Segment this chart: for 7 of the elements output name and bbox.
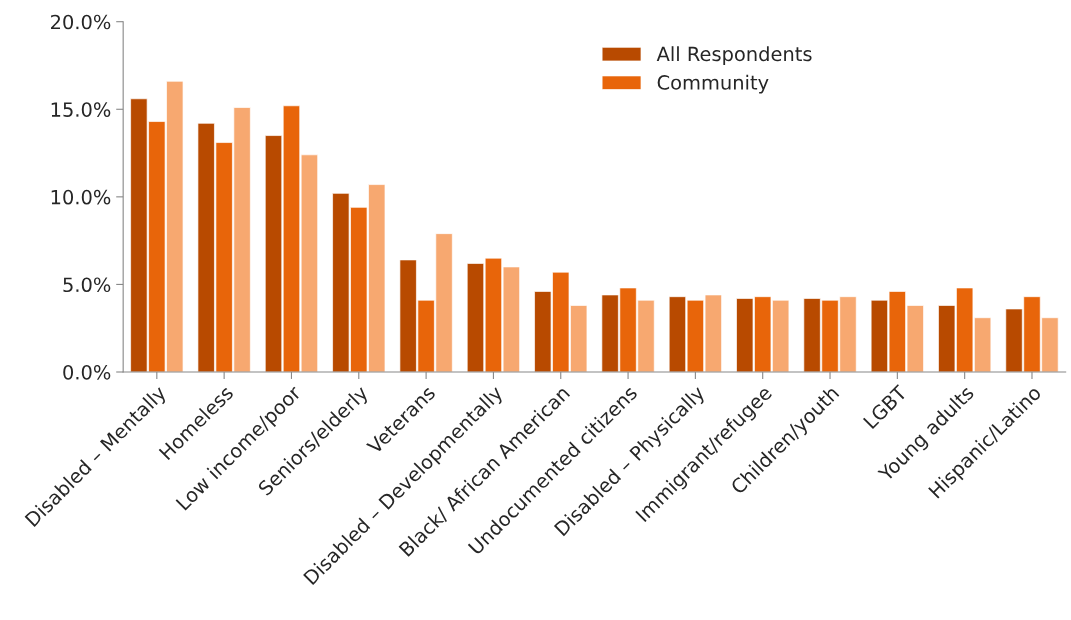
- y-tick-label: 5.0%: [63, 277, 111, 293]
- y-tick-label: 10.0%: [51, 189, 111, 205]
- y-tick-label: 15.0%: [51, 102, 111, 117]
- legend-label: Community: [657, 74, 769, 94]
- y-tick-label: 20.0%: [51, 14, 111, 30]
- y-tick-label: 0.0%: [63, 364, 111, 380]
- legend-label: All Respondents: [656, 46, 812, 66]
